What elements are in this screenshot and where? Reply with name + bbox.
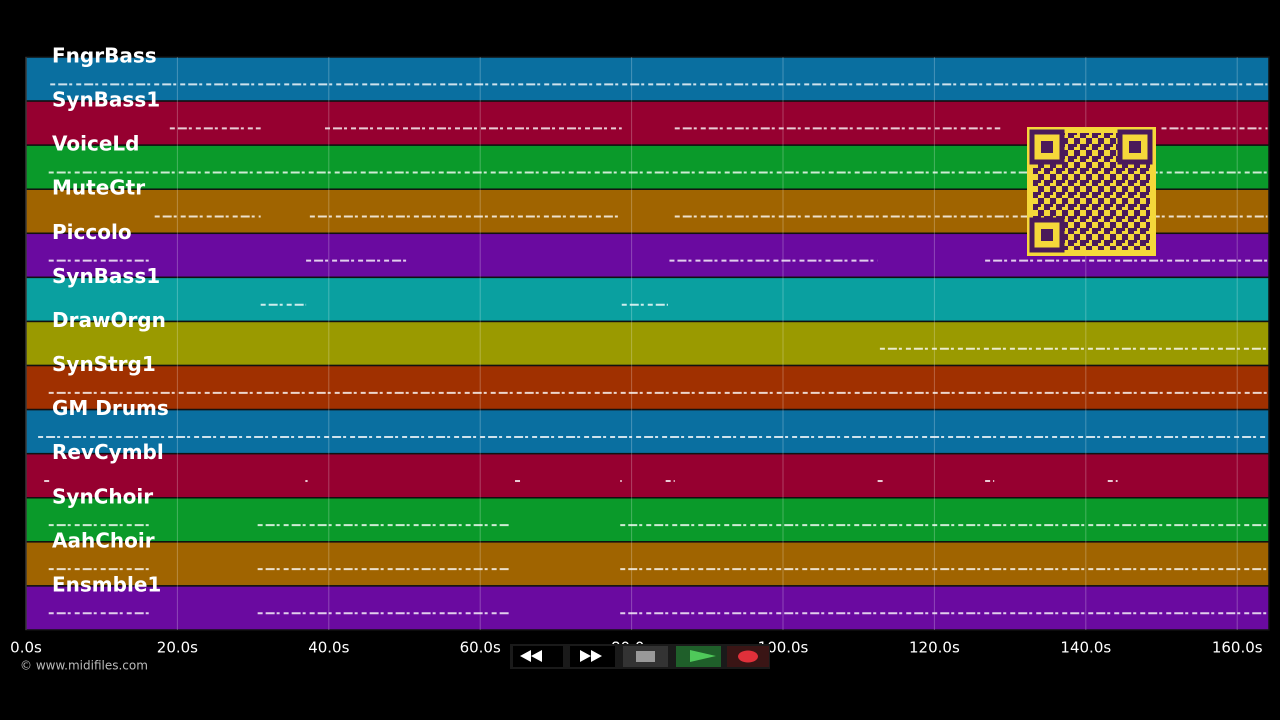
track-name: MuteGtr bbox=[52, 176, 145, 200]
time-tick-label: 0.0s bbox=[10, 639, 42, 657]
transport-controls bbox=[510, 644, 770, 669]
track-row bbox=[25, 364, 1270, 411]
copyright: © www.midifiles.com bbox=[20, 659, 148, 673]
qr-code bbox=[1027, 127, 1156, 256]
time-grid bbox=[25, 57, 1238, 630]
track-name: DrawOrgn bbox=[52, 308, 166, 332]
time-tick-label: 140.0s bbox=[1060, 639, 1111, 657]
track-row bbox=[25, 320, 1270, 367]
track-name: Piccolo bbox=[52, 220, 132, 244]
time-axis: 0.0s20.0s40.0s60.0s80.0s100.0s120.0s140.… bbox=[10, 639, 1263, 657]
track-row bbox=[25, 56, 1270, 102]
track-name: SynBass1 bbox=[52, 264, 160, 288]
play-button[interactable] bbox=[676, 646, 721, 667]
track-row bbox=[25, 452, 1270, 499]
track-name: FngrBass bbox=[52, 44, 157, 68]
rewind-button[interactable] bbox=[513, 646, 563, 667]
track-name: AahChoir bbox=[52, 528, 155, 552]
track-name: RevCymbl bbox=[52, 440, 164, 464]
track-name: SynBass1 bbox=[52, 88, 160, 112]
time-tick-label: 120.0s bbox=[909, 639, 960, 657]
track-row bbox=[25, 497, 1270, 543]
track-row bbox=[25, 276, 1270, 323]
track-name: SynChoir bbox=[52, 484, 153, 508]
fast-forward-button[interactable] bbox=[570, 646, 615, 667]
time-tick-label: 160.0s bbox=[1212, 639, 1263, 657]
time-tick-label: 60.0s bbox=[460, 639, 501, 657]
track-row bbox=[25, 541, 1270, 587]
track-name: VoiceLd bbox=[52, 132, 139, 156]
track-name: SynStrg1 bbox=[52, 352, 156, 376]
record-button[interactable] bbox=[727, 646, 769, 667]
track-row bbox=[25, 408, 1270, 455]
stop-button[interactable] bbox=[623, 646, 668, 667]
track-row bbox=[25, 585, 1270, 631]
track-name: Ensmble1 bbox=[52, 572, 161, 596]
track-name: GM Drums bbox=[52, 396, 169, 420]
time-tick-label: 100.0s bbox=[758, 639, 809, 657]
time-tick-label: 20.0s bbox=[157, 639, 198, 657]
track-labels: FngrBass SynBass1 VoiceLd MuteGtr Piccolo Syn… bbox=[52, 44, 169, 597]
time-tick-label: 40.0s bbox=[308, 639, 349, 657]
